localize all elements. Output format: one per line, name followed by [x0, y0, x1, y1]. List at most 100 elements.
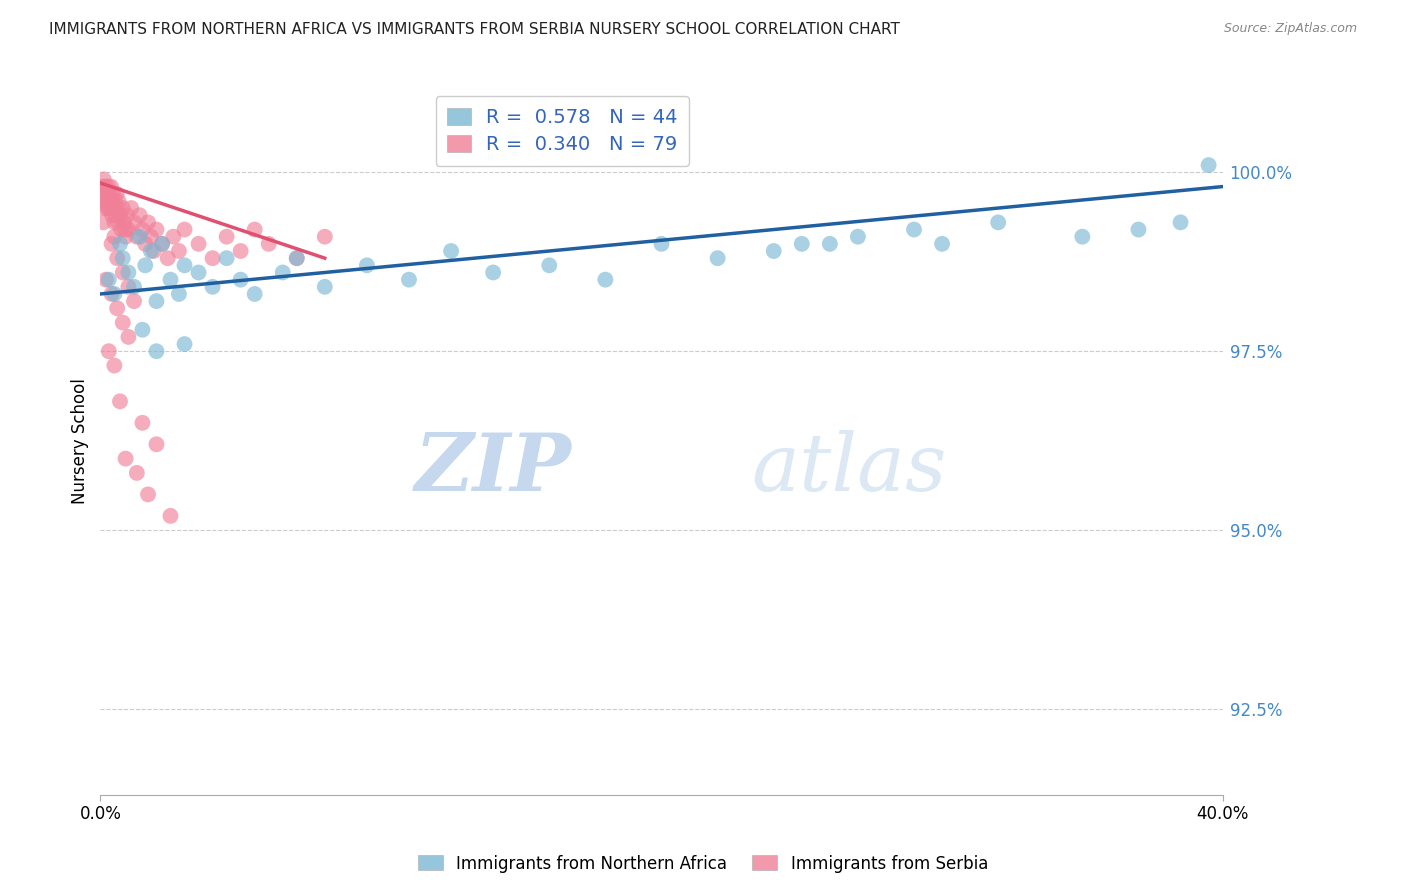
Point [98, 186, 121, 201]
Point [131, 323, 153, 337]
Point [103, 229, 125, 244]
Point [482, 265, 505, 279]
Point [122, 215, 145, 229]
Point [595, 273, 617, 287]
Point [90, 194, 112, 208]
Point [156, 251, 179, 265]
Point [98, 201, 121, 215]
Point [650, 236, 672, 251]
Point [111, 316, 134, 330]
Point [145, 437, 167, 451]
Point [120, 201, 142, 215]
Legend: Immigrants from Northern Africa, Immigrants from Serbia: Immigrants from Northern Africa, Immigra… [412, 848, 994, 880]
Point [111, 265, 134, 279]
Point [111, 251, 134, 265]
Point [145, 222, 167, 236]
Point [150, 236, 173, 251]
Point [134, 236, 156, 251]
Point [134, 258, 156, 272]
Point [762, 244, 785, 258]
Point [103, 287, 125, 301]
Point [142, 244, 165, 258]
Point [103, 201, 125, 215]
Point [159, 273, 181, 287]
Point [706, 251, 728, 265]
Point [987, 215, 1010, 229]
Point [187, 265, 209, 279]
Point [97, 201, 120, 215]
Point [105, 186, 128, 201]
Point [243, 222, 266, 236]
Point [145, 344, 167, 359]
Point [96, 186, 118, 201]
Point [91, 186, 114, 201]
Point [94, 179, 117, 194]
Point [103, 215, 125, 229]
Point [139, 229, 162, 244]
Point [257, 236, 280, 251]
Legend: R =  0.578   N = 44, R =  0.340   N = 79: R = 0.578 N = 44, R = 0.340 N = 79 [436, 96, 689, 166]
Text: Source: ZipAtlas.com: Source: ZipAtlas.com [1223, 22, 1357, 36]
Point [201, 251, 224, 265]
Point [187, 236, 209, 251]
Point [105, 251, 128, 265]
Point [167, 244, 190, 258]
Point [818, 236, 841, 251]
Point [128, 208, 150, 222]
Point [229, 273, 252, 287]
Point [440, 244, 463, 258]
Point [105, 301, 128, 316]
Point [229, 244, 252, 258]
Point [173, 337, 195, 351]
Point [93, 201, 115, 215]
Text: atlas: atlas [751, 430, 946, 508]
Point [107, 194, 129, 208]
Point [150, 236, 173, 251]
Point [103, 359, 125, 373]
Point [97, 273, 120, 287]
Point [173, 222, 195, 236]
Y-axis label: Nursery School: Nursery School [72, 378, 89, 504]
Point [356, 258, 378, 272]
Text: IMMIGRANTS FROM NORTHERN AFRICA VS IMMIGRANTS FROM SERBIA NURSERY SCHOOL CORRELA: IMMIGRANTS FROM NORTHERN AFRICA VS IMMIG… [49, 22, 900, 37]
Point [117, 280, 139, 294]
Point [159, 508, 181, 523]
Point [114, 229, 136, 244]
Point [136, 215, 159, 229]
Point [122, 280, 145, 294]
Point [201, 280, 224, 294]
Point [104, 208, 127, 222]
Point [131, 222, 153, 236]
Point [94, 273, 117, 287]
Point [108, 208, 131, 222]
Point [1198, 158, 1220, 172]
Point [91, 215, 114, 229]
Point [108, 208, 131, 222]
Point [101, 208, 124, 222]
Point [96, 201, 118, 215]
Point [105, 201, 128, 215]
Point [128, 229, 150, 244]
Point [271, 265, 294, 279]
Point [314, 280, 336, 294]
Point [114, 451, 136, 466]
Point [108, 236, 131, 251]
Point [100, 179, 122, 194]
Point [125, 466, 148, 480]
Point [215, 229, 238, 244]
Point [91, 179, 114, 194]
Point [114, 222, 136, 236]
Point [108, 394, 131, 409]
Point [97, 194, 120, 208]
Point [538, 258, 561, 272]
Point [139, 244, 162, 258]
Point [167, 287, 190, 301]
Point [97, 179, 120, 194]
Point [285, 251, 308, 265]
Point [131, 416, 153, 430]
Point [243, 287, 266, 301]
Point [125, 229, 148, 244]
Point [162, 229, 184, 244]
Point [101, 186, 124, 201]
Point [100, 287, 122, 301]
